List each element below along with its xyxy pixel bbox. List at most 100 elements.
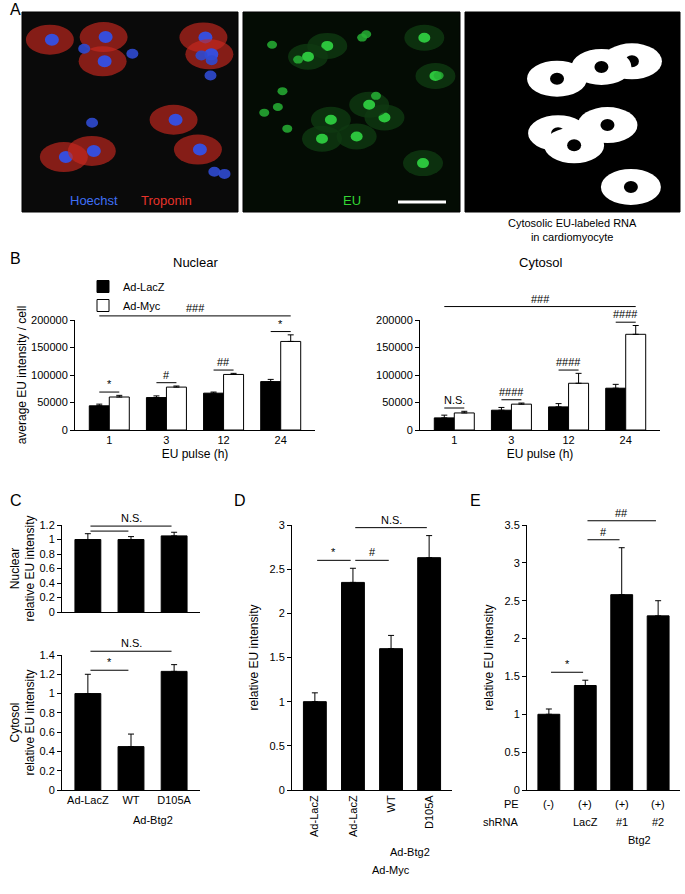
svg-text:Ad-LacZ: Ad-LacZ (308, 795, 320, 837)
svg-text:#: # (163, 369, 170, 381)
svg-text:*: * (107, 656, 112, 668)
svg-text:Cytosolic EU-labeled RNAin car: Cytosolic EU-labeled RNAin cardiomyocyte (508, 217, 637, 243)
svg-text:3: 3 (163, 434, 169, 446)
svg-text:0.8: 0.8 (40, 548, 55, 560)
svg-text:0.8: 0.8 (40, 707, 55, 719)
svg-text:E: E (470, 492, 481, 509)
svg-text:N.S.: N.S. (121, 637, 142, 649)
svg-text:Ad-Btg2: Ad-Btg2 (133, 814, 173, 826)
svg-text:####: #### (499, 386, 524, 398)
svg-text:Ad-LacZ: Ad-LacZ (67, 794, 109, 806)
svg-text:1.5: 1.5 (270, 651, 285, 663)
svg-text:0: 0 (279, 784, 285, 796)
svg-text:150000: 150000 (376, 341, 413, 353)
svg-text:D105A: D105A (157, 794, 191, 806)
svg-text:0: 0 (407, 424, 413, 436)
svg-text:(-): (-) (543, 798, 554, 810)
svg-text:1: 1 (106, 434, 112, 446)
svg-text:2.5: 2.5 (270, 563, 285, 575)
svg-text:(+): (+) (651, 798, 665, 810)
svg-text:B: B (10, 250, 21, 267)
svg-text:2.5: 2.5 (505, 595, 520, 607)
svg-text:relative EU intensity: relative EU intensity (482, 604, 496, 710)
svg-text:(+): (+) (615, 798, 629, 810)
svg-text:3: 3 (508, 434, 514, 446)
svg-text:###: ### (531, 293, 550, 305)
svg-text:relative EU intensity: relative EU intensity (247, 604, 261, 710)
svg-text:1: 1 (279, 696, 285, 708)
svg-text:Nuclear: Nuclear (173, 255, 218, 270)
svg-text:D: D (234, 492, 246, 509)
svg-text:Ad-Btg2: Ad-Btg2 (390, 846, 430, 858)
svg-text:#: # (369, 546, 376, 558)
svg-text:24: 24 (275, 434, 287, 446)
svg-text:Ad-LacZ: Ad-LacZ (123, 281, 165, 293)
svg-text:1: 1 (49, 533, 55, 545)
svg-text:*: * (278, 318, 283, 330)
svg-text:N.S.: N.S. (381, 514, 402, 526)
svg-text:1: 1 (49, 687, 55, 699)
svg-text:1.5: 1.5 (505, 670, 520, 682)
svg-text:0.4: 0.4 (40, 577, 55, 589)
svg-text:#: # (600, 526, 607, 538)
svg-text:Btg2: Btg2 (628, 834, 651, 846)
svg-text:100000: 100000 (31, 369, 68, 381)
svg-text:Cytosol: Cytosol (519, 255, 562, 270)
svg-text:*: * (331, 546, 336, 558)
svg-text:50000: 50000 (382, 396, 413, 408)
svg-text:3.5: 3.5 (505, 519, 520, 531)
svg-text:1.2: 1.2 (40, 519, 55, 531)
svg-text:D105A: D105A (423, 795, 435, 829)
svg-text:Hoechst: Hoechst (70, 193, 118, 208)
svg-text:WT: WT (122, 794, 139, 806)
svg-text:Ad-LacZ: Ad-LacZ (347, 795, 359, 837)
svg-text:C: C (10, 492, 22, 509)
svg-text:WT: WT (385, 795, 397, 812)
svg-text:0: 0 (62, 424, 68, 436)
svg-text:PE: PE (504, 798, 519, 810)
svg-text:A: A (10, 1, 21, 18)
svg-text:Ad-Myc: Ad-Myc (372, 864, 410, 876)
svg-text:2: 2 (279, 607, 285, 619)
svg-text:average EU intensity / cell: average EU intensity / cell (15, 306, 29, 445)
svg-text:100000: 100000 (376, 369, 413, 381)
svg-text:EU pulse (h): EU pulse (h) (507, 447, 574, 461)
svg-text:####: #### (556, 356, 581, 368)
svg-text:LacZ: LacZ (573, 816, 598, 828)
svg-text:shRNA: shRNA (483, 816, 519, 828)
svg-text:1: 1 (514, 708, 520, 720)
svg-text:####: #### (613, 308, 638, 320)
svg-text:0: 0 (514, 784, 520, 796)
svg-text:##: ## (217, 356, 230, 368)
svg-text:1: 1 (451, 434, 457, 446)
svg-text:50000: 50000 (37, 396, 68, 408)
svg-text:150000: 150000 (31, 341, 68, 353)
svg-text:3: 3 (279, 519, 285, 531)
svg-text:EU: EU (343, 193, 361, 208)
svg-text:Cytosolrelative EU intensity: Cytosolrelative EU intensity (8, 669, 38, 775)
svg-text:Nuclearrelative EU intensity: Nuclearrelative EU intensity (8, 515, 38, 621)
svg-text:N.S.: N.S. (121, 512, 142, 524)
svg-text:200000: 200000 (31, 314, 68, 326)
svg-text:0.5: 0.5 (270, 740, 285, 752)
svg-text:0: 0 (49, 606, 55, 618)
svg-text:0: 0 (49, 784, 55, 796)
svg-text:3: 3 (514, 557, 520, 569)
svg-text:0.5: 0.5 (505, 746, 520, 758)
svg-text:#1: #1 (616, 816, 628, 828)
svg-text:##: ## (615, 507, 628, 519)
svg-text:0.2: 0.2 (40, 765, 55, 777)
svg-text:*: * (565, 658, 570, 670)
svg-text:200000: 200000 (376, 314, 413, 326)
svg-text:12: 12 (217, 434, 229, 446)
svg-text:24: 24 (620, 434, 632, 446)
svg-text:Ad-Myc: Ad-Myc (123, 300, 161, 312)
svg-text:0.6: 0.6 (40, 562, 55, 574)
svg-text:0.2: 0.2 (40, 591, 55, 603)
svg-text:2: 2 (514, 632, 520, 644)
svg-text:#2: #2 (652, 816, 664, 828)
svg-text:Troponin: Troponin (141, 193, 192, 208)
svg-text:*: * (107, 378, 112, 390)
svg-text:1.4: 1.4 (40, 649, 55, 661)
svg-text:N.S.: N.S. (444, 394, 465, 406)
